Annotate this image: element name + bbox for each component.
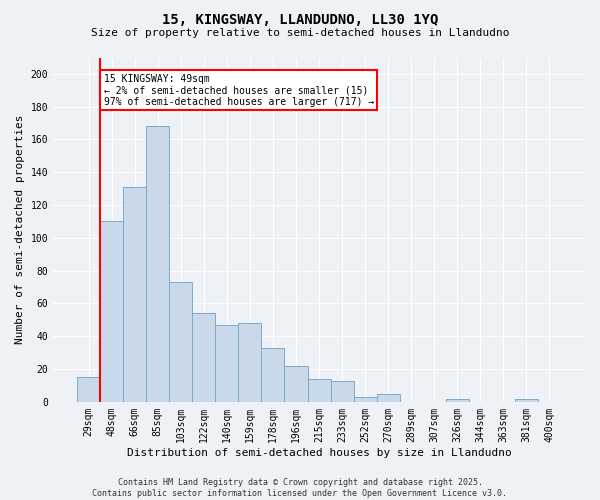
Bar [377,394,400,402]
Y-axis label: Number of semi-detached properties: Number of semi-detached properties [15,115,25,344]
Text: Size of property relative to semi-detached houses in Llandudno: Size of property relative to semi-detach… [91,28,509,38]
Text: 15, KINGSWAY, LLANDUDNO, LL30 1YQ: 15, KINGSWAY, LLANDUDNO, LL30 1YQ [162,12,438,26]
Bar [193,314,215,402]
Text: 15 KINGSWAY: 49sqm
← 2% of semi-detached houses are smaller (15)
97% of semi-det: 15 KINGSWAY: 49sqm ← 2% of semi-detached… [104,74,374,107]
Bar [215,325,238,402]
Bar [515,398,538,402]
Bar [353,397,377,402]
Bar [77,377,100,402]
Bar [331,380,353,402]
Bar [446,398,469,402]
Text: Contains HM Land Registry data © Crown copyright and database right 2025.
Contai: Contains HM Land Registry data © Crown c… [92,478,508,498]
Bar [169,282,193,402]
X-axis label: Distribution of semi-detached houses by size in Llandudno: Distribution of semi-detached houses by … [127,448,511,458]
Bar [100,222,123,402]
Bar [146,126,169,402]
Bar [123,187,146,402]
Bar [308,379,331,402]
Bar [262,348,284,402]
Bar [284,366,308,402]
Bar [238,323,262,402]
